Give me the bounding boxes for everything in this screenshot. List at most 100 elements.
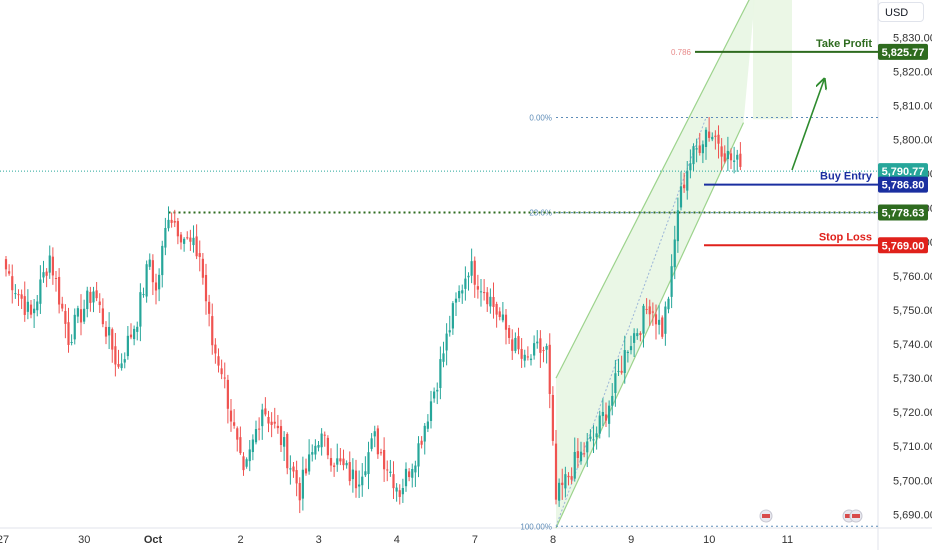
- candle-body: [45, 271, 48, 276]
- candle-body: [89, 291, 92, 303]
- candle-body: [251, 439, 254, 453]
- candle-body: [370, 438, 373, 449]
- candle-body: [467, 275, 470, 278]
- candle-body: [404, 468, 408, 487]
- candle-body: [345, 462, 348, 466]
- price-tick-label: 5,730.00: [893, 373, 932, 385]
- candle-body: [639, 333, 642, 336]
- candle-body: [379, 452, 383, 454]
- candle-body: [76, 308, 79, 317]
- candle-body: [464, 278, 467, 289]
- buy-entry-badge-text: 5,786.80: [882, 180, 925, 192]
- candle-body: [98, 301, 101, 306]
- candle-body: [179, 234, 183, 243]
- candle-body: [442, 353, 445, 362]
- time-tick-label: 4: [394, 534, 400, 546]
- candle-body: [558, 482, 561, 501]
- candle-body: [429, 401, 433, 421]
- candle-body: [679, 186, 683, 208]
- candle-body: [479, 291, 483, 293]
- candle-body: [589, 436, 592, 439]
- annotations: [759, 80, 863, 523]
- candle-body: [254, 429, 258, 443]
- candle-body: [729, 153, 733, 161]
- time-tick-label: 3: [316, 534, 322, 546]
- candle-body: [14, 293, 17, 295]
- candle-body: [626, 351, 629, 353]
- candle-body: [64, 310, 67, 324]
- candle-body: [358, 484, 361, 487]
- candle-body: [67, 322, 70, 345]
- candle-body: [676, 210, 679, 242]
- event-flag-icon: [852, 514, 860, 518]
- candle-body: [289, 468, 292, 470]
- candle-body: [483, 292, 486, 294]
- candle-body: [267, 416, 270, 424]
- candle-body: [686, 170, 689, 191]
- candle-body: [117, 364, 120, 367]
- candle-body: [583, 453, 586, 455]
- candle-body: [129, 334, 133, 338]
- candle-body: [314, 445, 317, 455]
- candle-body: [448, 330, 451, 333]
- candle-body: [401, 488, 404, 495]
- time-tick-label: 2: [237, 534, 243, 546]
- time-tick-label: 9: [628, 534, 634, 546]
- candle-body: [245, 459, 248, 467]
- candle-body: [51, 256, 54, 276]
- time-tick-label: 30: [78, 534, 90, 546]
- projection-zone: [753, 0, 792, 120]
- candle-body: [183, 238, 186, 244]
- candle-body: [573, 452, 576, 479]
- candle-body: [126, 335, 129, 357]
- candle-body: [623, 350, 626, 374]
- candle-body: [701, 144, 704, 154]
- candle-body: [154, 282, 158, 291]
- price-tick-label: 5,690.00: [893, 509, 932, 521]
- candle-body: [726, 150, 729, 160]
- price-tick-label: 5,750.00: [893, 305, 932, 317]
- price-tick-label: 5,820.00: [893, 67, 932, 79]
- candle-body: [667, 298, 670, 310]
- candle-body: [8, 271, 11, 274]
- candle-body: [26, 301, 29, 312]
- candle-body: [389, 471, 392, 473]
- candle-body: [248, 449, 251, 462]
- stop-loss-badge: [878, 237, 928, 254]
- candle-body: [42, 272, 45, 278]
- time-tick-label: Oct: [144, 534, 163, 546]
- candle-body: [83, 308, 86, 322]
- candle-body: [561, 482, 564, 486]
- candle-body: [164, 227, 167, 248]
- candle-body: [279, 426, 283, 445]
- candle-body: [214, 344, 217, 354]
- candle-body: [617, 370, 620, 372]
- candle-body: [161, 245, 164, 276]
- fib-level-label: 0.00%: [529, 114, 552, 123]
- candle-body: [333, 465, 336, 467]
- fib-level-label: 23.6%: [529, 209, 552, 218]
- time-tick-label: 10: [703, 534, 715, 546]
- candle-body: [301, 469, 304, 499]
- candle-body: [708, 131, 711, 138]
- candle-body: [158, 274, 161, 290]
- candle-body: [520, 348, 523, 359]
- currency-selector[interactable]: USD: [878, 2, 924, 22]
- price-tick-label: 5,700.00: [893, 475, 932, 487]
- candle-body: [445, 333, 448, 351]
- take-profit-label: Take Profit: [816, 38, 872, 50]
- candle-body: [439, 359, 442, 389]
- candle-body: [579, 451, 583, 462]
- candle-body: [664, 306, 667, 334]
- candle-body: [348, 462, 351, 482]
- candle-body: [392, 474, 395, 489]
- candle-body: [629, 346, 633, 351]
- candle-body: [186, 237, 189, 239]
- candle-body: [326, 437, 329, 456]
- candle-body: [570, 476, 573, 480]
- candle-body: [611, 395, 614, 406]
- candle-body: [54, 277, 58, 279]
- candle-body: [554, 443, 558, 500]
- candle-body: [495, 303, 498, 315]
